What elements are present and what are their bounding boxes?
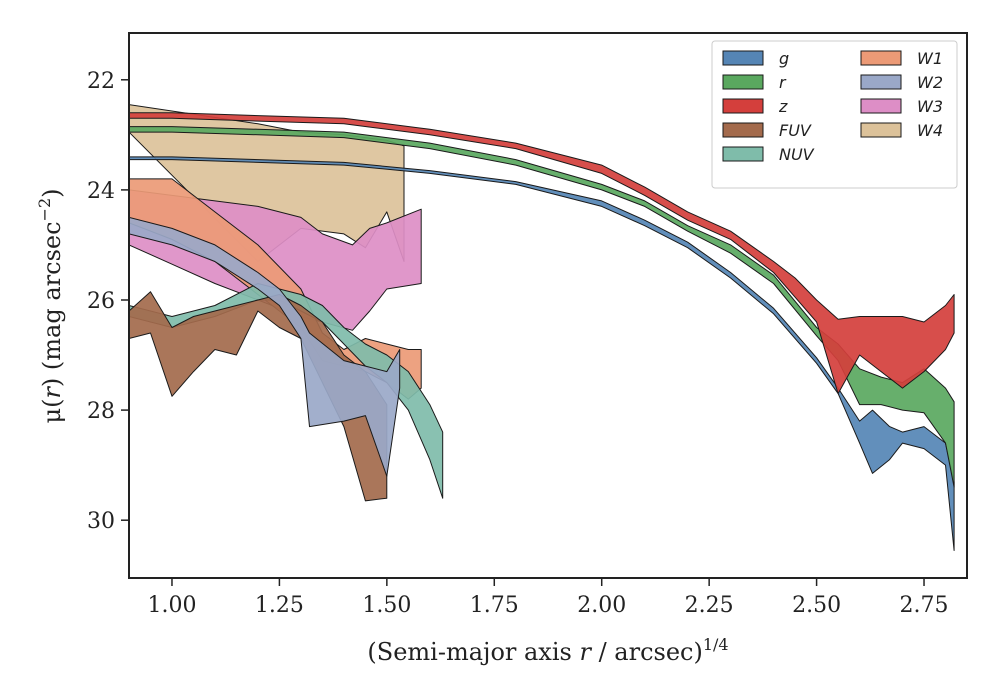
legend-swatch: [860, 74, 902, 90]
band-z: [129, 112, 955, 395]
y-axis-ticks: 22 24 26 28 30: [87, 69, 129, 534]
plot-frame: [128, 32, 968, 579]
legend-label: W2: [917, 73, 943, 92]
legend-label: FUV: [779, 121, 812, 140]
legend-item-w3: W3: [860, 97, 943, 116]
legend-swatch: [722, 122, 764, 138]
x-tick-label: 1.50: [362, 593, 411, 618]
x-tick-label: 2.50: [792, 593, 841, 618]
legend-swatch: [722, 50, 764, 66]
legend-label: W1: [917, 49, 943, 68]
legend-item-w1: W1: [860, 49, 943, 68]
band-w2: [129, 216, 401, 477]
band-r: [129, 126, 955, 488]
legend-label: z: [778, 97, 788, 116]
y-tick-label: 24: [87, 179, 115, 204]
legend-swatch: [722, 74, 764, 90]
legend-swatch: [860, 122, 902, 138]
legend-label: NUV: [779, 145, 815, 164]
legend-item-nuv: NUV: [722, 145, 815, 164]
legend-item-w4: W4: [860, 121, 943, 140]
x-tick-label: 1.25: [255, 593, 304, 618]
legend-swatch: [722, 146, 764, 162]
legend-item-w2: W2: [860, 73, 943, 92]
x-tick-label: 2.75: [900, 593, 949, 618]
legend-label: r: [779, 73, 787, 92]
legend-label: W3: [917, 97, 943, 116]
x-axis-label: (Semi-major axis r / arcsec)1/4: [367, 635, 728, 666]
y-tick-label: 22: [87, 69, 115, 94]
x-tick-label: 1.75: [470, 593, 519, 618]
legend-label: W4: [917, 121, 943, 140]
legend-label: g: [779, 49, 789, 68]
band-g: [129, 156, 955, 551]
legend-swatch: [860, 50, 902, 66]
y-tick-label: 26: [87, 289, 115, 314]
legend-item-r: r: [722, 73, 787, 92]
y-tick-label: 30: [87, 509, 115, 534]
legend-item-g: g: [722, 49, 789, 68]
profile-bands: [129, 104, 955, 551]
x-tick-label: 1.00: [147, 593, 196, 618]
x-axis-ticks: 1.00 1.25 1.50 1.75 2.00 2.25 2.50 2.75: [147, 578, 949, 618]
x-tick-label: 2.00: [577, 593, 626, 618]
x-tick-label: 2.25: [685, 593, 734, 618]
legend-swatch: [722, 98, 764, 114]
legend-item-z: z: [722, 97, 788, 116]
legend-item-fuv: FUV: [722, 121, 812, 140]
y-tick-label: 28: [87, 399, 115, 424]
legend: grz FUV NUV W1 W2 W3 W4: [711, 40, 958, 189]
y-axis-label: μ(r) (mag arcsec−2): [35, 188, 66, 423]
legend-swatch: [860, 98, 902, 114]
